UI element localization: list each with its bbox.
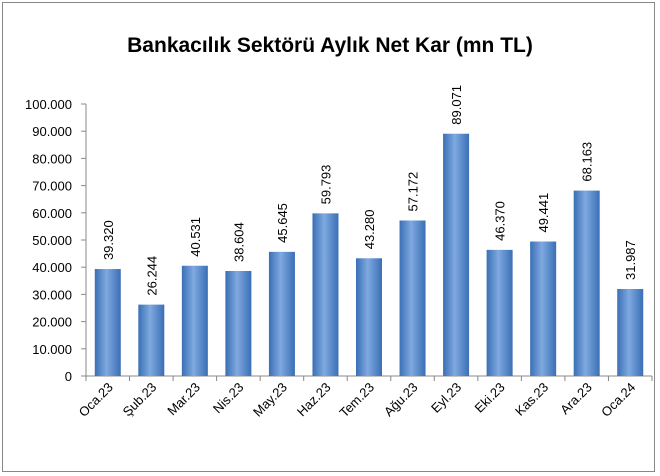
bar: [268, 251, 295, 376]
value-label: 46.370: [493, 201, 508, 241]
y-tick-label: 30.000: [32, 287, 72, 302]
y-tick-label: 80.000: [32, 151, 72, 166]
y-tick-label: 40.000: [32, 260, 72, 275]
value-label: 39.320: [101, 220, 116, 260]
value-label: 31.987: [623, 240, 638, 280]
y-tick-label: 50.000: [32, 233, 72, 248]
value-label: 59.793: [318, 165, 333, 205]
bar: [617, 288, 644, 376]
bar: [181, 265, 208, 376]
bar: [225, 270, 252, 376]
value-label: 89.071: [449, 85, 464, 125]
bar: [573, 190, 600, 376]
y-tick-label: 70.000: [32, 179, 72, 194]
value-label: 45.645: [275, 203, 290, 243]
chart-title: Bankacılık Sektörü Aylık Net Kar (mn TL): [127, 34, 533, 57]
value-label: 26.244: [144, 256, 159, 296]
value-label: 38.604: [231, 222, 246, 262]
bar: [530, 241, 557, 376]
bar: [356, 258, 382, 376]
y-tick-label: 20.000: [32, 315, 72, 330]
value-label: 40.531: [188, 217, 203, 257]
y-tick-label: 60.000: [32, 206, 72, 221]
bar: [138, 304, 165, 376]
value-label: 49.441: [536, 193, 551, 233]
value-label: 43.280: [362, 210, 377, 250]
y-tick-label: 0: [65, 369, 72, 384]
bar: [312, 213, 339, 376]
y-tick-label: 10.000: [32, 342, 72, 357]
value-label: 68.163: [580, 142, 595, 182]
y-tick-label: 90.000: [32, 124, 72, 139]
y-tick-label: 100.000: [25, 97, 72, 112]
value-label: 57.172: [406, 172, 421, 212]
bar: [94, 269, 121, 376]
bar: [443, 133, 470, 376]
bar: [399, 220, 426, 376]
bar: [486, 249, 513, 376]
